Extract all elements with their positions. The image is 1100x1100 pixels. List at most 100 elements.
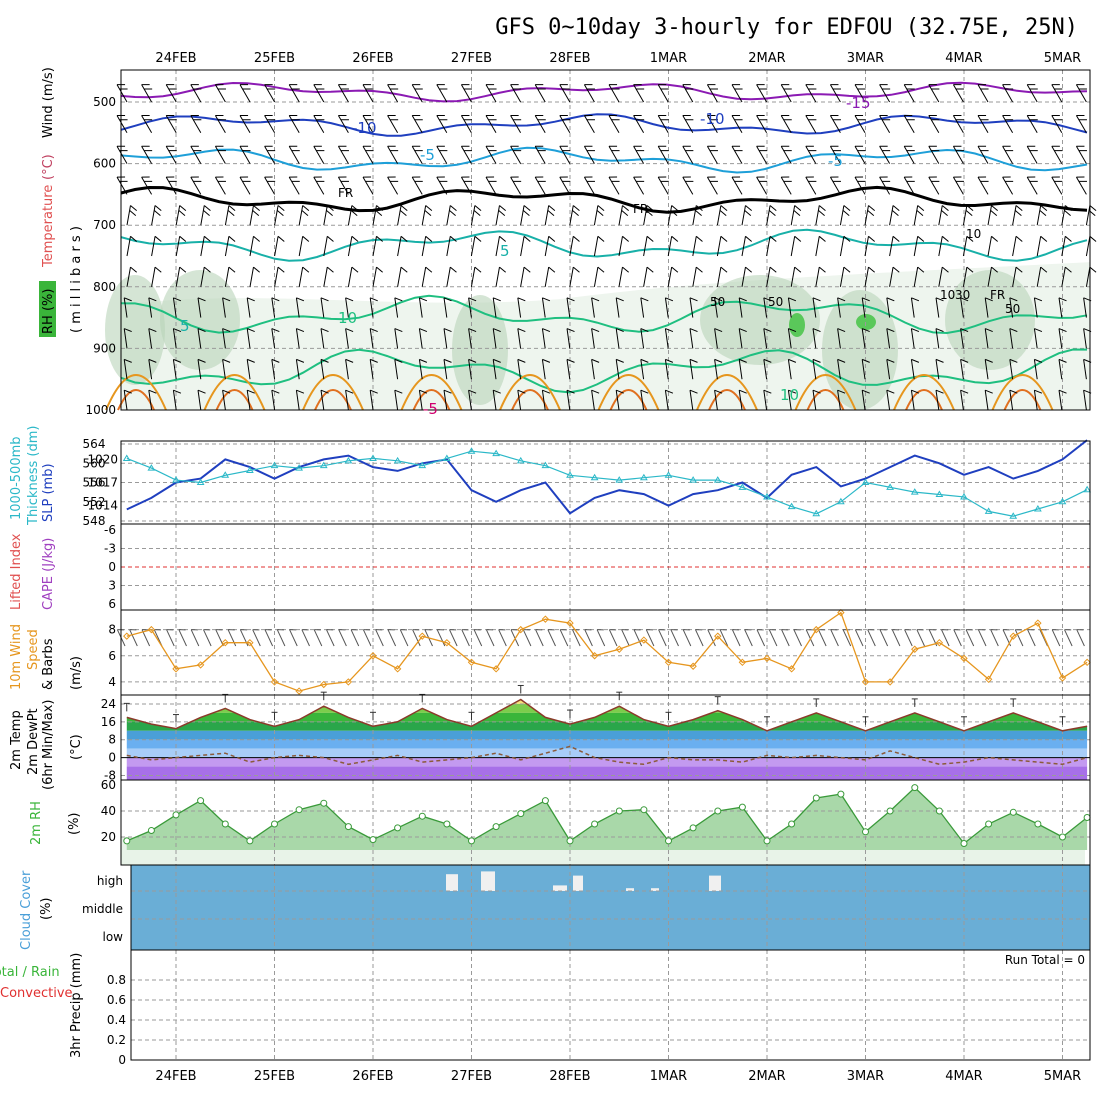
barb-flag (1078, 119, 1087, 121)
temp-grid (121, 695, 1090, 780)
barb-flag (1064, 629, 1072, 631)
wind-barb (829, 176, 841, 195)
barb-staff (805, 115, 817, 134)
barb-flag (682, 145, 691, 147)
barb-flag (769, 205, 777, 212)
wind-barb (861, 389, 870, 411)
barb-staff (965, 629, 975, 647)
wind-barb (460, 114, 472, 134)
barb-staff (960, 359, 964, 380)
barb-staff (200, 205, 205, 226)
barb-flag (768, 210, 776, 216)
wind-barb (200, 235, 211, 257)
thickness-point (442, 454, 451, 461)
barb-staff (222, 359, 226, 380)
barb-flag (463, 119, 472, 121)
barb-flag (1078, 150, 1087, 152)
rh-point (615, 807, 623, 815)
barb-flag (414, 119, 423, 121)
wind-barb (165, 145, 177, 164)
barb-flag (463, 150, 472, 152)
barb-staff (572, 629, 581, 647)
barb-staff (190, 176, 202, 195)
barb-flag (685, 150, 694, 152)
wind-barb (224, 235, 236, 257)
contour-10 (120, 294, 1088, 335)
barb-flag (991, 205, 998, 212)
wind-barb (345, 358, 354, 380)
wind-barb (443, 297, 452, 318)
barb-flag (436, 114, 445, 116)
barb-staff (397, 236, 402, 257)
barb-staff (756, 84, 768, 103)
barb-staff (1058, 328, 1063, 349)
barb-flag (1015, 205, 1023, 212)
wind-barb (274, 266, 285, 287)
thickness-point (984, 507, 993, 514)
barb-staff (714, 359, 718, 380)
barb-staff (667, 236, 673, 257)
barb-staff (411, 176, 423, 195)
barb-flag (1064, 210, 1071, 216)
barb-flag (882, 150, 891, 152)
barb-flag (854, 145, 864, 147)
wind10-barbs (116, 629, 1085, 647)
barb-staff (288, 84, 300, 103)
wind10-barb (203, 629, 212, 647)
wind10-barb (744, 629, 753, 647)
wind-barb (148, 297, 157, 318)
thickness-point (713, 476, 722, 483)
wind-barb (591, 358, 600, 380)
barb-staff (485, 115, 497, 134)
wind-barb (239, 145, 251, 164)
wind-barb (805, 84, 817, 103)
barb-staff (952, 176, 964, 195)
barb-flag (1076, 114, 1085, 116)
barb-flag (387, 145, 396, 147)
wind-barb (766, 235, 777, 257)
contour-label: -5 (420, 146, 435, 164)
barb-flag (173, 389, 182, 394)
barb-flag (548, 266, 556, 273)
y-tick-label: 800 (93, 280, 116, 294)
barb-flag (714, 297, 723, 302)
barb-staff (689, 359, 694, 380)
wind-barb (123, 297, 132, 318)
barb-flag (375, 210, 383, 216)
barb-flag (535, 629, 543, 631)
wind-barb (903, 176, 915, 195)
temp-color-bands (126, 699, 1088, 780)
barb-staff (372, 267, 377, 287)
barb-flag (891, 210, 899, 216)
barb-flag (868, 205, 875, 212)
barb-staff (987, 205, 992, 226)
barb-flag (461, 145, 470, 147)
barb-flag (485, 114, 495, 116)
barb-staff (787, 328, 792, 349)
barb-staff (123, 359, 128, 380)
wind-barb (224, 266, 236, 287)
barb-flag (980, 180, 989, 182)
thickness-tick: 548 (83, 514, 106, 528)
barb-staff (239, 84, 251, 103)
barb-flag (296, 297, 305, 302)
wind-barb (861, 358, 870, 380)
barb-flag (633, 629, 641, 631)
barb-flag (781, 84, 790, 86)
slp-line (126, 439, 1088, 515)
temp-band (126, 699, 1088, 704)
barb-flag (168, 150, 177, 152)
barb-staff (517, 297, 522, 318)
contour-warm (302, 374, 364, 411)
wind-barb (910, 328, 920, 349)
rh-point (665, 837, 672, 845)
barb-flag (808, 180, 817, 182)
barb-staff (449, 629, 458, 647)
barb-flag (584, 114, 593, 116)
date-label-bottom: 24FEB (155, 1069, 196, 1084)
barb-flag (535, 145, 544, 147)
barb-flag (197, 297, 206, 302)
barb-staff (913, 236, 919, 257)
barb-flag (419, 389, 428, 394)
barb-flag (916, 210, 924, 216)
